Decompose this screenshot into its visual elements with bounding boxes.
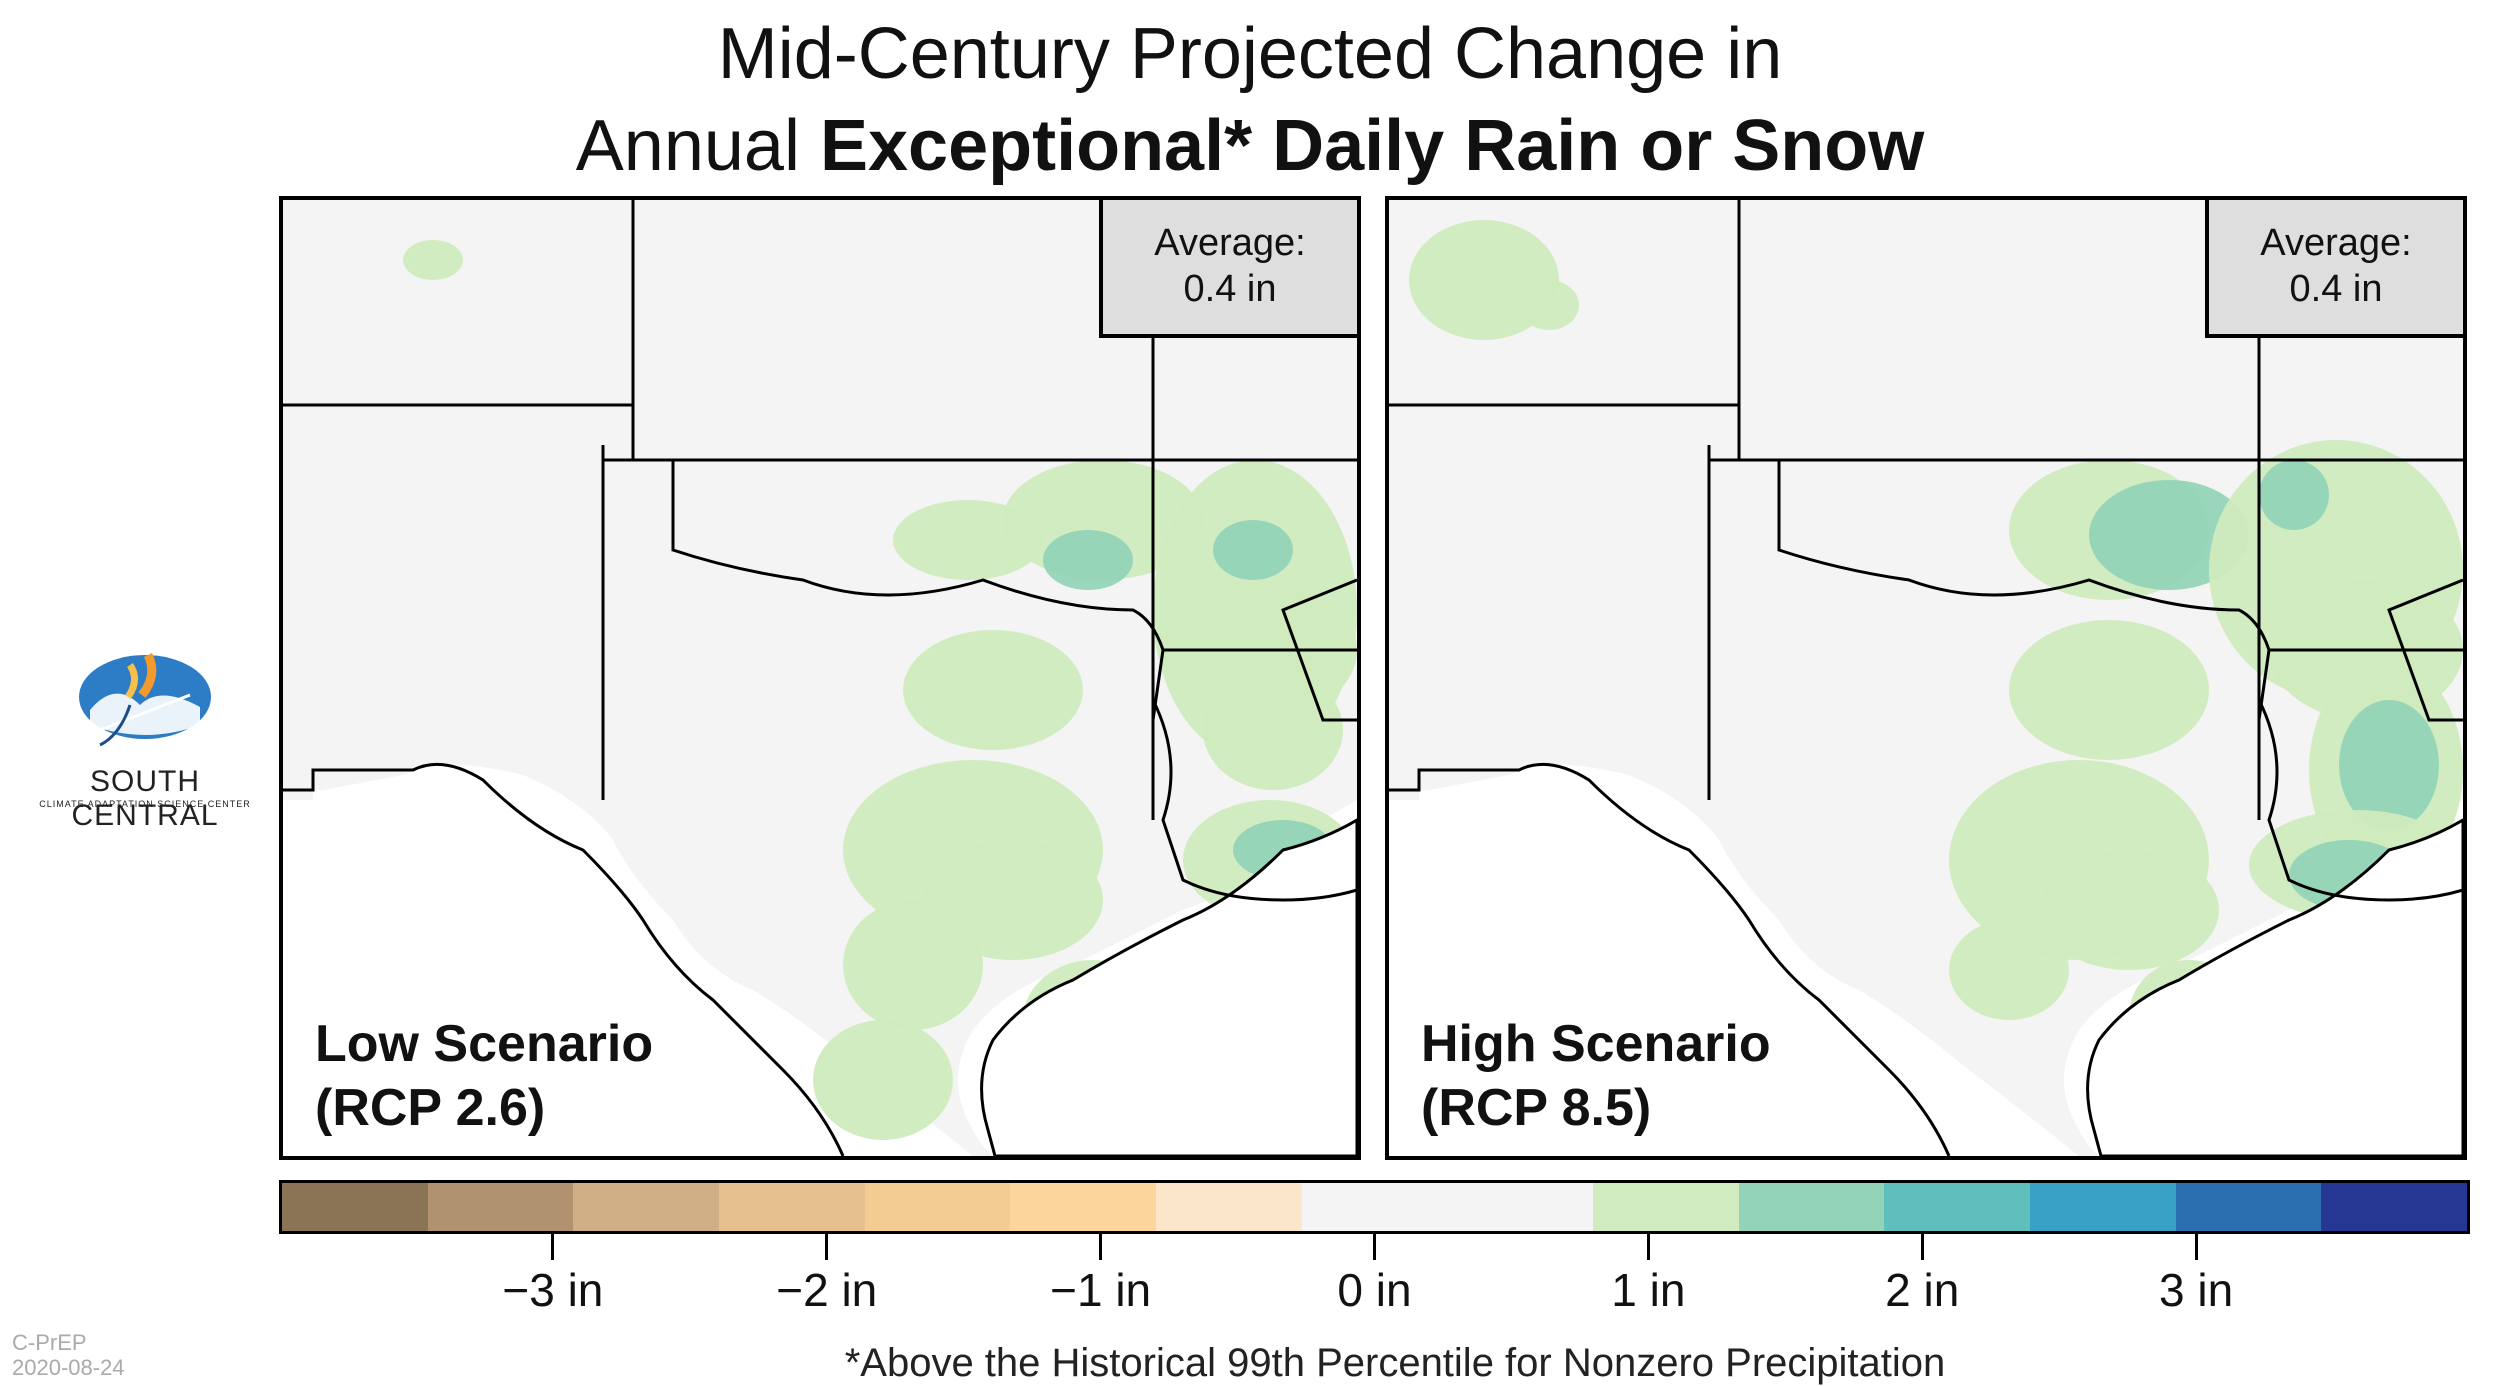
- colorbar-tick-label: −2 in: [776, 1264, 878, 1316]
- colorbar-swatch: [1593, 1183, 1739, 1231]
- precip-change-area: [2009, 620, 2209, 760]
- logo-title: SOUTH CENTRAL: [71, 765, 219, 832]
- colorbar-tick: [1373, 1234, 1376, 1260]
- colorbar-swatch: [1156, 1183, 1302, 1231]
- colorbar-swatch: [2175, 1183, 2322, 1231]
- precip-change-area: [403, 240, 463, 280]
- state-border: [2387, 578, 2463, 722]
- south-central-casc-logo: SOUTH CENTRAL CLIMATE ADAPTATION SCIENCE…: [30, 635, 260, 832]
- average-box-high: Average: 0.4 in: [2205, 200, 2463, 338]
- scenario-label-high: High Scenario (RCP 8.5): [1421, 1012, 1771, 1140]
- average-value: 0.4 in: [2289, 268, 2383, 310]
- colorbar-swatch: [282, 1183, 428, 1231]
- scenario-label-low: Low Scenario (RCP 2.6): [315, 1012, 653, 1140]
- colorbar-tick-label: 1 in: [1611, 1264, 1686, 1316]
- map-low-scenario: [283, 200, 1357, 1156]
- average-value: 0.4 in: [1183, 268, 1277, 310]
- logo-emblem-icon: [79, 652, 211, 747]
- footnote: *Above the Historical 99th Percentile fo…: [844, 1341, 1946, 1385]
- colorbar-swatch: [427, 1183, 574, 1231]
- precip-change-area: [1043, 530, 1133, 590]
- chart-title-line2: Annual Exceptional* Daily Rain or Snow: [0, 102, 2500, 190]
- average-label: Average:: [1154, 222, 1306, 264]
- precip-change-area: [813, 1020, 953, 1140]
- precip-change-area: [903, 630, 1083, 750]
- colorbar-tick-label: 2 in: [1885, 1264, 1960, 1316]
- scenario-name: Low Scenario: [315, 1015, 654, 1073]
- map-high-scenario: [1389, 200, 2463, 1156]
- gulf-of-mexico: [980, 818, 1357, 1156]
- state-border: [1709, 458, 2271, 721]
- gulf-of-mexico: [2086, 818, 2463, 1156]
- map-panel-low-scenario: Average: 0.4 in Low Scenario (RCP 2.6): [279, 196, 1361, 1160]
- precip-change-area: [843, 900, 983, 1030]
- scenario-rcp: (RCP 2.6): [315, 1079, 546, 1137]
- colorbar-swatch: [1010, 1183, 1157, 1231]
- colorbar-tick-label: −3 in: [502, 1264, 604, 1316]
- colorbar-swatch: [1738, 1183, 1885, 1231]
- colorbar-swatch: [1301, 1183, 1448, 1231]
- colorbar-swatch: [573, 1183, 720, 1231]
- colorbar-swatch: [864, 1183, 1011, 1231]
- colorbar-tick: [2194, 1234, 2198, 1260]
- chart-title-line1: Mid-Century Projected Change in: [717, 14, 1783, 94]
- scenario-rcp: (RCP 8.5): [1421, 1079, 1652, 1137]
- colorbar-swatch: [1447, 1183, 1594, 1231]
- state-border: [2257, 699, 2463, 902]
- chart-title-bold: Exceptional* Daily Rain or Snow: [819, 106, 1925, 186]
- precip-change-area: [1949, 920, 2069, 1020]
- credit-date: 2020-08-24: [12, 1355, 125, 1380]
- state-border: [283, 762, 845, 1156]
- average-label: Average:: [2260, 222, 2412, 264]
- precip-change-area: [1203, 670, 1343, 790]
- scenario-name: High Scenario: [1421, 1015, 1771, 1073]
- precip-change-area: [1519, 280, 1579, 330]
- colorbar-tick: [825, 1234, 829, 1260]
- state-border: [1151, 699, 1357, 902]
- precip-change-area: [2339, 700, 2439, 830]
- precip-change-area: [1213, 520, 1293, 580]
- chart-title-prefix: Annual: [575, 106, 820, 186]
- state-border: [603, 458, 1165, 721]
- colorbar-tick: [551, 1234, 555, 1260]
- colorbar-tick-label: 0 in: [1337, 1264, 1412, 1316]
- precip-change-area: [2259, 460, 2329, 530]
- state-border: [1389, 762, 1951, 1156]
- map-panel-high-scenario: Average: 0.4 in High Scenario (RCP 8.5): [1385, 196, 2467, 1160]
- credit-org: C-PrEP: [12, 1330, 87, 1355]
- logo-subtitle: CLIMATE ADAPTATION SCIENCE CENTER: [39, 799, 251, 809]
- colorbar-swatch: [1884, 1183, 2031, 1231]
- precip-change-area: [2089, 480, 2249, 590]
- colorbar: [279, 1180, 2470, 1234]
- colorbar-tick: [1646, 1234, 1650, 1260]
- colorbar-tick-label: 3 in: [2159, 1264, 2234, 1316]
- colorbar-swatch: [2030, 1183, 2176, 1231]
- colorbar-swatch: [719, 1183, 865, 1231]
- colorbar-tick: [1099, 1234, 1103, 1260]
- colorbar-swatch: [2321, 1183, 2468, 1231]
- average-box-low: Average: 0.4 in: [1099, 200, 1357, 338]
- state-border: [1281, 578, 1357, 722]
- colorbar-tick: [1920, 1234, 1924, 1260]
- colorbar-tick-label: −1 in: [1050, 1264, 1152, 1316]
- precip-change-area: [2039, 850, 2219, 970]
